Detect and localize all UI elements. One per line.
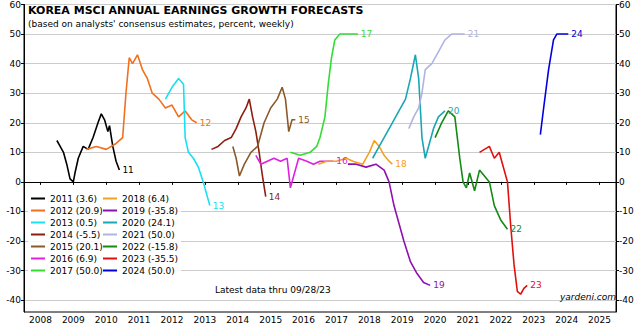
svg-text:12: 12 [200, 118, 211, 128]
svg-text:13: 13 [213, 201, 224, 211]
svg-text:2022 (-15.8): 2022 (-15.8) [122, 242, 178, 252]
svg-text:2012 (20.9): 2012 (20.9) [50, 206, 103, 216]
svg-text:2016 (6.9): 2016 (6.9) [50, 254, 97, 264]
svg-text:50: 50 [619, 29, 631, 39]
svg-text:KOREA MSCI ANNUAL EARNINGS GRO: KOREA MSCI ANNUAL EARNINGS GROWTH FORECA… [28, 4, 364, 17]
svg-text:-40: -40 [6, 295, 21, 305]
svg-text:2024: 2024 [555, 315, 578, 325]
svg-text:-10: -10 [6, 206, 21, 216]
svg-text:21: 21 [468, 29, 479, 39]
svg-text:2008: 2008 [29, 315, 52, 325]
svg-text:14: 14 [269, 192, 281, 202]
svg-text:10: 10 [619, 147, 631, 157]
svg-text:2018: 2018 [358, 315, 381, 325]
svg-text:50: 50 [10, 29, 22, 39]
svg-text:(based on analysts' consensus: (based on analysts' consensus estimates,… [28, 19, 294, 29]
svg-text:2012: 2012 [161, 315, 184, 325]
svg-text:0: 0 [619, 177, 625, 187]
svg-text:-10: -10 [619, 206, 634, 216]
svg-text:2019: 2019 [391, 315, 414, 325]
svg-text:-40: -40 [619, 295, 634, 305]
svg-text:2023 (-35.5): 2023 (-35.5) [122, 254, 178, 264]
svg-text:-20: -20 [6, 236, 21, 246]
svg-text:-30: -30 [6, 266, 21, 276]
svg-text:yardeni.com: yardeni.com [559, 292, 616, 302]
svg-text:30: 30 [619, 88, 631, 98]
svg-text:40: 40 [10, 59, 22, 69]
svg-text:2018 (6.4): 2018 (6.4) [122, 194, 169, 204]
svg-text:2023: 2023 [522, 315, 545, 325]
svg-text:2019 (-35.8): 2019 (-35.8) [122, 206, 178, 216]
svg-text:2020 (24.1): 2020 (24.1) [122, 218, 175, 228]
svg-text:2011 (3.6): 2011 (3.6) [50, 194, 97, 204]
svg-text:15: 15 [298, 115, 309, 125]
svg-text:2021 (50.0): 2021 (50.0) [122, 230, 175, 240]
svg-text:30: 30 [10, 88, 22, 98]
svg-text:2021: 2021 [457, 315, 480, 325]
svg-text:60: 60 [619, 0, 631, 10]
svg-text:2014: 2014 [226, 315, 249, 325]
svg-text:-30: -30 [619, 266, 634, 276]
svg-text:2009: 2009 [62, 315, 85, 325]
svg-text:2010: 2010 [95, 315, 118, 325]
svg-text:10: 10 [10, 147, 22, 157]
svg-text:2014 (-5.5): 2014 (-5.5) [50, 230, 100, 240]
svg-text:2022: 2022 [489, 315, 512, 325]
svg-text:60: 60 [10, 0, 22, 10]
svg-text:0: 0 [15, 177, 21, 187]
svg-text:19: 19 [433, 280, 445, 290]
svg-text:22: 22 [510, 224, 521, 234]
svg-text:17: 17 [361, 29, 372, 39]
svg-text:2013 (0.5): 2013 (0.5) [50, 218, 97, 228]
svg-text:2017: 2017 [325, 315, 348, 325]
svg-text:Latest data thru 09/28/23: Latest data thru 09/28/23 [215, 285, 331, 295]
svg-text:20: 20 [448, 106, 460, 116]
svg-text:2025: 2025 [588, 315, 611, 325]
svg-text:20: 20 [10, 118, 22, 128]
svg-text:-20: -20 [619, 236, 634, 246]
svg-text:2015 (20.1): 2015 (20.1) [50, 242, 103, 252]
svg-text:24: 24 [571, 29, 583, 39]
svg-text:11: 11 [122, 165, 133, 175]
svg-text:2016: 2016 [292, 315, 315, 325]
svg-text:2011: 2011 [128, 315, 151, 325]
svg-text:2020: 2020 [424, 315, 447, 325]
svg-text:18: 18 [395, 159, 407, 169]
svg-text:2024 (50.0): 2024 (50.0) [122, 266, 175, 276]
svg-text:16: 16 [336, 156, 348, 166]
svg-text:2015: 2015 [259, 315, 282, 325]
svg-text:23: 23 [530, 280, 541, 290]
svg-text:2013: 2013 [193, 315, 216, 325]
svg-text:20: 20 [619, 118, 631, 128]
svg-text:2017 (50.0): 2017 (50.0) [50, 266, 103, 276]
svg-text:40: 40 [619, 59, 631, 69]
